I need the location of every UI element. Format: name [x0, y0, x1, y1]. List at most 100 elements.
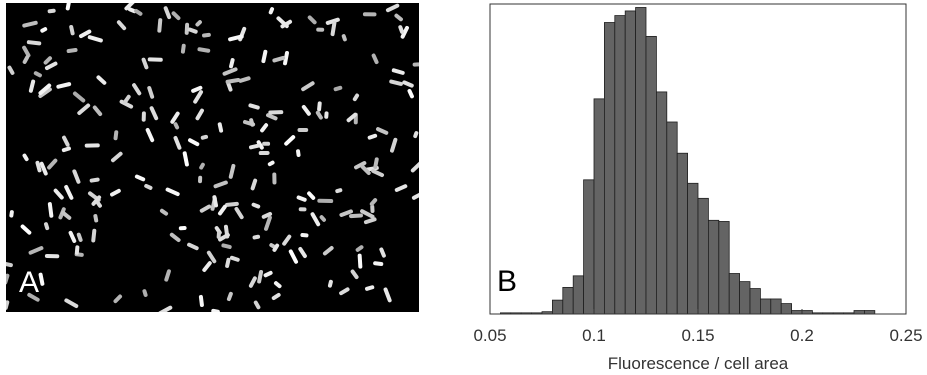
cell: [22, 153, 29, 162]
cell: [122, 94, 131, 104]
histogram-bar: [666, 121, 678, 315]
cell: [188, 138, 200, 147]
cell: [383, 287, 392, 303]
cell: [92, 105, 103, 117]
cell: [47, 8, 56, 14]
cell: [197, 47, 211, 53]
histogram-bar: [718, 221, 730, 315]
cell: [78, 29, 92, 39]
cell: [288, 249, 299, 264]
histogram-bar: [687, 182, 699, 315]
cell: [226, 81, 233, 92]
histogram-bar: [635, 7, 647, 315]
cell: [335, 188, 343, 194]
cell: [262, 141, 271, 146]
cell: [373, 157, 379, 169]
cell: [271, 292, 281, 301]
cell: [267, 160, 275, 167]
cell: [371, 53, 379, 65]
histogram-bar: [780, 303, 793, 315]
cell: [202, 32, 211, 38]
cell: [370, 204, 375, 213]
cell: [272, 55, 286, 63]
cell: [216, 231, 221, 239]
cell: [394, 184, 408, 192]
cell: [349, 213, 363, 219]
cell: [64, 298, 79, 308]
cell: [9, 210, 14, 218]
cell: [116, 20, 127, 31]
cell: [6, 300, 10, 310]
cell: [251, 202, 261, 209]
cell: [199, 204, 212, 213]
cell: [234, 206, 244, 220]
cell: [22, 20, 38, 28]
cell: [157, 18, 163, 33]
cell: [110, 188, 121, 197]
cell: [228, 34, 244, 42]
cell: [253, 300, 261, 310]
cell: [272, 243, 280, 252]
cell: [410, 161, 419, 173]
cell: [301, 104, 311, 116]
x-tick-label: 0.1: [582, 326, 606, 345]
histogram-bar: [583, 179, 595, 315]
cell: [389, 79, 403, 86]
cell: [191, 85, 203, 93]
cell: [96, 75, 107, 85]
cell: [76, 232, 83, 242]
x-axis-tick-labels: 0.05 0.1 0.15 0.2 0.25: [473, 326, 922, 345]
cell: [371, 168, 385, 178]
histogram-bar: [853, 310, 865, 315]
cell: [284, 135, 296, 146]
cell: [33, 71, 42, 78]
x-axis-title: Fluorescence / cell area: [608, 354, 789, 373]
histogram-bar: [614, 15, 626, 315]
histogram-bar: [562, 286, 574, 315]
cell: [147, 86, 155, 99]
cell: [339, 287, 350, 296]
cell: [301, 81, 315, 92]
cell: [62, 135, 70, 147]
cell: [180, 43, 186, 54]
cell: [238, 76, 251, 83]
histogram-bar: [697, 197, 709, 315]
cell: [310, 212, 321, 227]
cell: [28, 79, 36, 93]
cell: [147, 57, 163, 62]
cell: [110, 151, 123, 163]
cell: [65, 3, 72, 11]
cell: [261, 49, 268, 64]
cell: [296, 195, 307, 202]
cell: [373, 261, 384, 266]
cell: [44, 61, 58, 71]
cell: [298, 246, 307, 259]
cell: [229, 58, 235, 69]
panel-label-b: B: [497, 265, 518, 298]
cell: [144, 183, 153, 190]
cell: [44, 222, 50, 231]
cell: [248, 276, 257, 288]
cell: [260, 123, 269, 133]
cell: [283, 50, 289, 66]
cell: [132, 83, 142, 96]
histogram-bar: [593, 98, 605, 315]
cell: [226, 291, 233, 302]
x-tick-label: 0.05: [473, 326, 506, 345]
cell: [7, 65, 15, 75]
cell: [195, 108, 204, 121]
panel-label-a: A: [19, 266, 40, 299]
cell: [213, 180, 228, 189]
cell: [280, 19, 293, 29]
cell: [248, 103, 260, 110]
cell: [187, 242, 199, 251]
x-tick-label: 0.25: [889, 326, 922, 345]
cell: [113, 294, 123, 304]
cell: [317, 101, 322, 112]
cell: [40, 27, 48, 33]
cell: [43, 56, 53, 65]
cell: [369, 198, 378, 206]
cell: [412, 62, 419, 67]
cell: [198, 175, 203, 184]
